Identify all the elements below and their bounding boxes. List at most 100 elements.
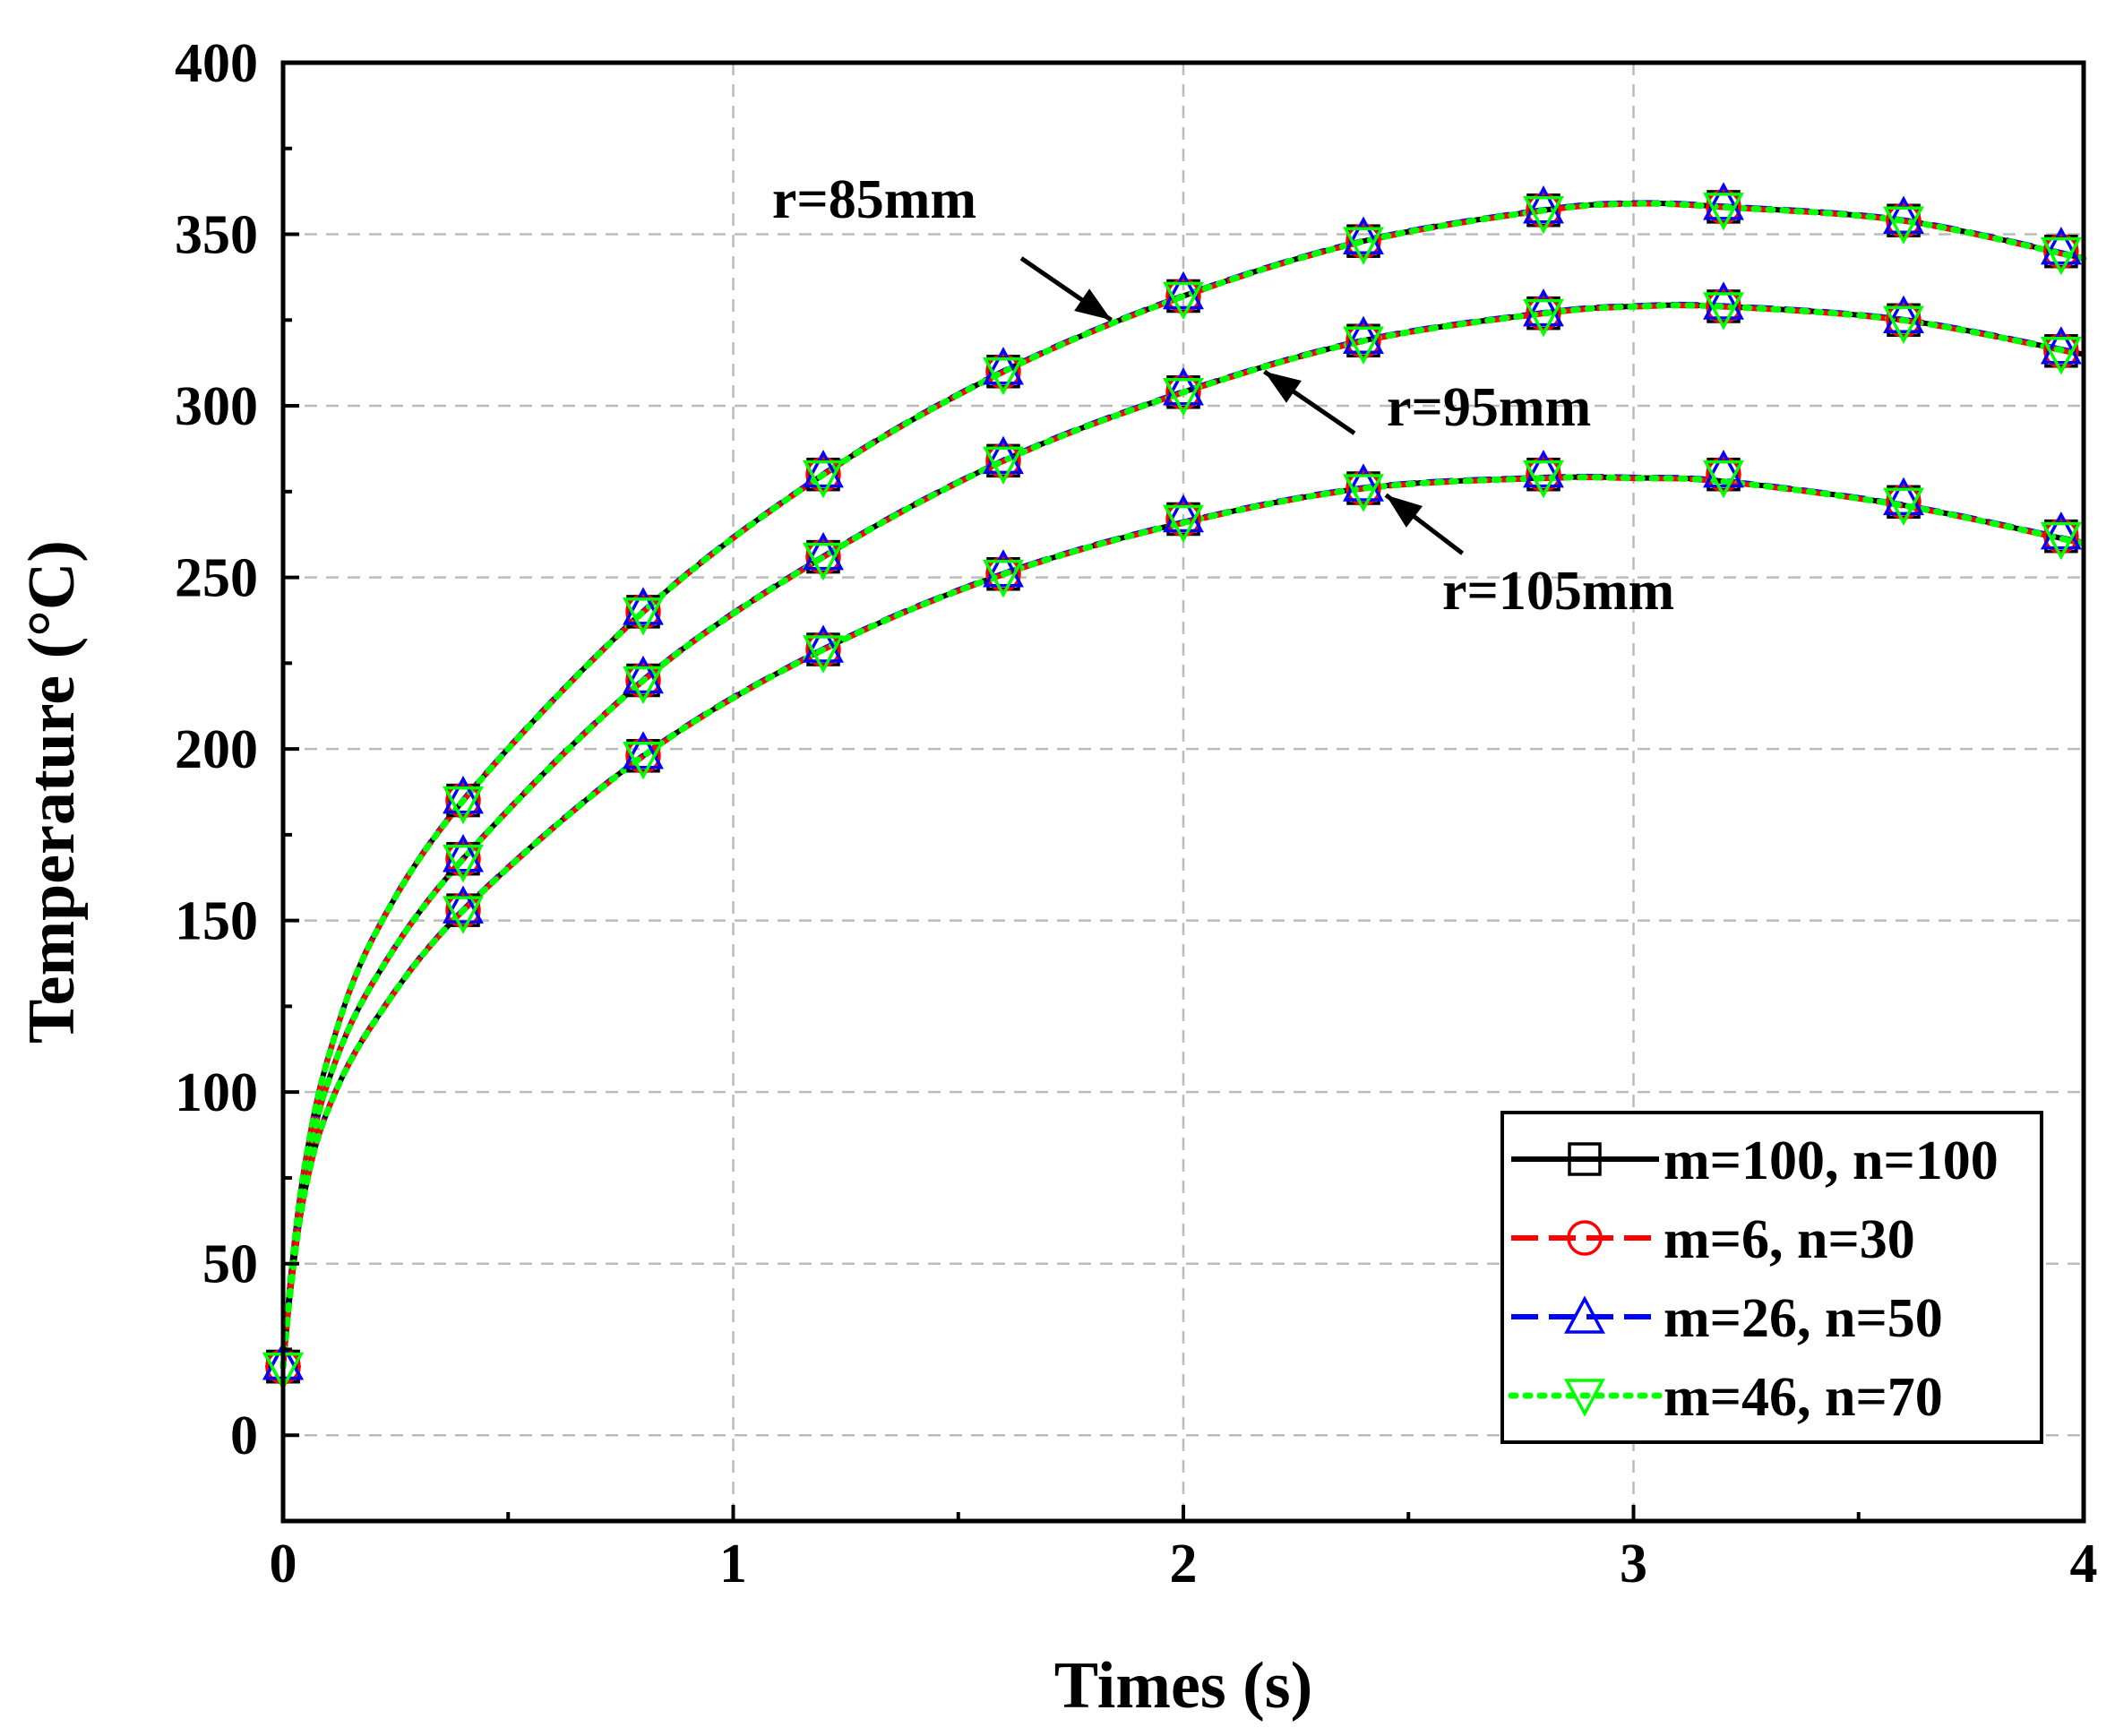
y-axis-title: Temperature (°C): [15, 540, 89, 1044]
data-point: [803, 635, 844, 674]
legend-marker: [1564, 1379, 1605, 1417]
data-point: [1523, 449, 1564, 488]
data-point: [1346, 322, 1381, 359]
data-point: [1883, 195, 1924, 234]
data-point: [1163, 377, 1204, 417]
data-point: [1343, 315, 1384, 355]
data-point: [443, 775, 484, 814]
data-point: [445, 782, 481, 819]
data-point: [1703, 292, 1744, 331]
data-point: [1886, 302, 1922, 339]
data-point: [1703, 449, 1744, 488]
data-point: [625, 738, 661, 774]
y-tick-label: 50: [202, 1234, 258, 1295]
data-point: [623, 666, 664, 705]
data-point: [983, 347, 1024, 385]
data-point: [445, 840, 481, 877]
data-point: [445, 892, 481, 928]
legend-label: m=46, n=70: [1664, 1367, 1943, 1428]
data-point: [985, 354, 1021, 390]
data-point: [2043, 518, 2079, 554]
data-point: [443, 844, 484, 883]
data-point: [1883, 305, 1924, 344]
data-point: [623, 742, 664, 780]
annotation-label: r=95mm: [1387, 377, 1591, 438]
data-point: [803, 460, 844, 499]
data-point: [443, 834, 484, 872]
data-point: [1523, 460, 1564, 499]
annotation-arrowhead: [1074, 288, 1112, 321]
data-point: [2040, 511, 2082, 550]
series-line: [279, 474, 2087, 1371]
data-point: [1165, 374, 1201, 410]
data-point: [623, 587, 664, 625]
data-point: [805, 538, 841, 575]
data-point: [1165, 501, 1201, 537]
data-point: [803, 624, 844, 663]
data-point: [985, 556, 1021, 592]
data-point: [1886, 202, 1922, 238]
data-point: [1346, 470, 1381, 506]
legend-label: m=6, n=30: [1664, 1209, 1915, 1270]
x-axis-title: Times (s): [1054, 1649, 1312, 1723]
data-point: [625, 594, 661, 630]
data-point: [983, 435, 1024, 475]
data-point: [625, 662, 661, 699]
y-tick-label: 200: [175, 719, 258, 780]
data-point: [1343, 474, 1384, 512]
x-tick-label: 0: [270, 1534, 297, 1594]
annotation-arrowhead: [1386, 494, 1423, 528]
curve-lines: [279, 200, 2087, 1371]
data-point: [1163, 504, 1204, 544]
legend-marker: [1568, 1142, 1602, 1176]
data-point: [1163, 271, 1204, 310]
x-tick-label: 4: [2070, 1534, 2098, 1594]
data-point: [1523, 195, 1564, 235]
data-point: [1703, 460, 1744, 499]
data-point: [1523, 185, 1564, 224]
data-point: [1163, 281, 1204, 321]
y-tick-label: 150: [175, 891, 258, 952]
legend-box: [1500, 1111, 2043, 1444]
data-point: [1163, 494, 1204, 533]
axis-ticks: 0 1 2 3 4 0 50 100 150 200 250 300 350 400: [175, 33, 2098, 1594]
data-point: [443, 885, 484, 924]
y-tick-label: 350: [175, 205, 258, 266]
data-point: [1526, 192, 1561, 228]
data-point: [1703, 281, 1744, 320]
curve-annotations: r=85mm r=95mm r=105mm: [772, 169, 1674, 622]
data-point: [1343, 326, 1384, 365]
legend-marker: [1567, 1220, 1603, 1256]
data-point: [1343, 227, 1384, 265]
data-point: [2043, 233, 2079, 270]
series-line: [279, 200, 2087, 1371]
x-tick-label: 3: [1620, 1534, 1647, 1594]
data-point: [2040, 521, 2082, 561]
data-point: [805, 632, 841, 667]
y-tick-label: 250: [175, 548, 258, 609]
x-tick-label: 1: [719, 1534, 747, 1594]
data-point: [623, 655, 664, 694]
data-point: [2040, 326, 2082, 365]
legend-marker: [1564, 1295, 1605, 1334]
data-point: [1883, 477, 1924, 516]
y-tick-label: 100: [175, 1062, 258, 1123]
data-point: [443, 786, 484, 825]
data-point: [983, 446, 1024, 486]
data-point: [803, 542, 844, 581]
annotation-label: r=105mm: [1442, 561, 1674, 622]
data-point: [983, 560, 1024, 598]
data-point: [1526, 456, 1561, 493]
data-point: [1883, 295, 1924, 334]
data-point: [1706, 189, 1741, 225]
data-point: [1886, 484, 1922, 520]
data-point: [2040, 227, 2082, 265]
data-point: [1706, 288, 1741, 324]
data-point: [803, 449, 844, 488]
data-point: [1523, 288, 1564, 327]
y-tick-label: 300: [175, 376, 258, 437]
data-point: [2040, 236, 2082, 276]
data-point: [983, 357, 1024, 396]
legend-label: m=26, n=50: [1664, 1288, 1943, 1349]
